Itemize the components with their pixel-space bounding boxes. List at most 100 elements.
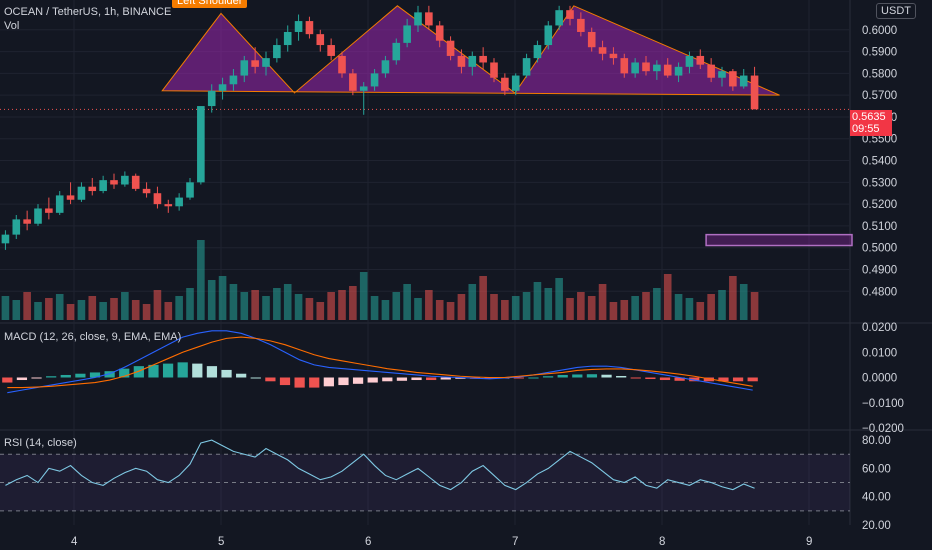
time-tick-label: 4 (71, 536, 78, 548)
price-tick-label: 0.5700 (862, 90, 897, 102)
volume-bar (131, 300, 140, 320)
volume-bar (1, 296, 10, 320)
volume-bar (392, 292, 401, 320)
macd-histogram-bar (309, 377, 320, 388)
volume-bar (674, 294, 683, 320)
price-tick-label: 0.4900 (862, 264, 897, 276)
volume-bar (522, 292, 531, 320)
macd-histogram-bar (718, 377, 729, 382)
candle-body (522, 58, 531, 76)
volume-bar (707, 294, 715, 320)
macd-histogram-bar (645, 377, 656, 380)
volume-bar (110, 298, 118, 320)
volume-bar (88, 296, 97, 320)
macd-histogram-bar (89, 372, 101, 378)
volume-bar (121, 292, 129, 320)
candle-body (273, 45, 281, 59)
candle-body (229, 75, 238, 85)
volume-bar (696, 302, 705, 320)
macd-histogram-bar (250, 377, 261, 379)
currency-button[interactable]: USDT (876, 3, 916, 19)
volume-bar (587, 296, 596, 320)
volume-bar (381, 300, 390, 320)
macd-tick-label: −0.0200 (862, 423, 904, 435)
countdown: 09:55 (852, 123, 880, 135)
last-price-tag: 0.5635 09:55 (850, 110, 892, 136)
head-and-shoulders-pattern (0, 5, 853, 247)
candle-body (327, 45, 335, 56)
candle-body (501, 77, 509, 91)
volume-bar (501, 300, 509, 320)
candle-body (403, 25, 411, 43)
macd-histogram-bar (513, 377, 524, 379)
candle-body (414, 12, 422, 26)
candle-body (392, 42, 401, 61)
candle-body (240, 60, 249, 76)
volume-bar (609, 302, 618, 320)
candle-body (511, 75, 520, 91)
time-tick-label: 9 (806, 536, 812, 548)
macd-histogram-bar (119, 368, 130, 378)
candle-body (446, 40, 455, 56)
macd-histogram-bar (630, 377, 641, 379)
volume-bar (153, 290, 162, 320)
volume-bar (631, 296, 639, 320)
volume-bar (338, 290, 346, 320)
macd-histogram-bar (31, 377, 42, 379)
macd-tick-label: −0.0100 (862, 398, 904, 410)
candle-body (207, 90, 216, 107)
macd-legend: MACD (12, 26, close, 9, EMA, EMA) (4, 331, 182, 343)
volume-bar (403, 284, 411, 320)
candle-body (131, 175, 140, 189)
volume-bar (273, 288, 281, 320)
candle-body (45, 208, 53, 213)
candle-body (316, 34, 325, 46)
price-axis: 0.60000.59000.58000.57000.56000.55000.54… (862, 25, 904, 532)
macd-histogram-bar (396, 377, 408, 381)
rsi-legend: RSI (14, close) (4, 437, 77, 449)
volume-bar (620, 300, 629, 320)
macd-histogram-bar (221, 369, 232, 378)
volume-bar (66, 304, 75, 320)
macd-histogram-bar (206, 366, 218, 378)
price-tick-label: 0.5400 (862, 156, 897, 168)
candle-body (175, 197, 183, 207)
volume-bars (1, 240, 759, 320)
candle-body (631, 62, 639, 74)
macd-panel (2, 330, 758, 394)
volume-bar (229, 284, 238, 320)
candle-body (142, 188, 151, 194)
last-price-value: 0.5635 (852, 111, 886, 123)
macd-tick-label: 0.0100 (862, 347, 897, 359)
candle-body (653, 64, 661, 72)
candle-body (77, 186, 86, 200)
macd-histogram-bar (133, 366, 144, 378)
macd-histogram-bar (586, 374, 598, 378)
volume-bar (77, 300, 86, 320)
macd-tick-label: 0.0000 (862, 373, 897, 385)
volume-bar (479, 276, 487, 320)
volume-bar (511, 296, 520, 320)
macd-histogram-bar (659, 377, 671, 381)
candle-body (370, 73, 379, 87)
macd-histogram-bar (338, 377, 349, 386)
candle-body (99, 180, 107, 192)
candle-body (197, 106, 205, 183)
volume-bar (544, 288, 553, 320)
volume-bar (55, 294, 64, 320)
macd-histogram-bar (455, 377, 466, 379)
volume-bar (457, 294, 466, 320)
candle-body (707, 64, 715, 78)
price-tick-label: 0.5500 (862, 134, 897, 146)
volume-bar (425, 290, 433, 320)
price-tick-label: 0.5800 (862, 68, 897, 80)
candle-body (121, 175, 129, 185)
candle-body (186, 182, 194, 198)
volume-bar (207, 280, 216, 320)
volume-bar (186, 288, 194, 320)
macd-histogram-bar (703, 377, 714, 382)
volume-bar (653, 288, 661, 320)
macd-histogram-bar (60, 374, 71, 378)
candle-body (696, 55, 705, 65)
